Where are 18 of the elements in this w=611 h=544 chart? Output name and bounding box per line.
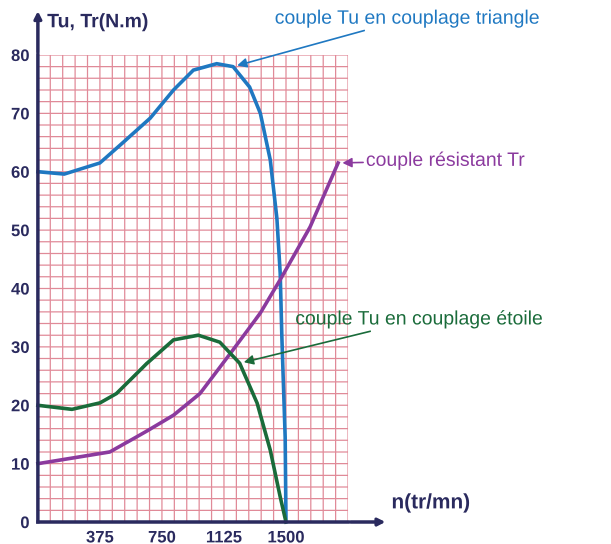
x-axis-title: n(tr/mn) bbox=[392, 493, 470, 513]
x-tick-label: 750 bbox=[148, 530, 176, 543]
y-tick-label: 40 bbox=[11, 282, 29, 295]
y-tick-label: 0 bbox=[20, 516, 29, 528]
y-tick-label: 50 bbox=[12, 224, 29, 236]
y-tick-label: 70 bbox=[12, 108, 29, 120]
text: couple Tu en couplage étoile bbox=[296, 310, 542, 328]
y-tick-label: 30 bbox=[11, 341, 29, 354]
x-tick-label: 1125 bbox=[206, 530, 242, 543]
legend-label: couple résistant Tr bbox=[366, 152, 524, 170]
y-tick-label: 20 bbox=[12, 400, 29, 412]
y-axis-title: Tu, Tr(N.m) bbox=[47, 13, 148, 32]
y-tick-label: 10 bbox=[12, 458, 29, 470]
text: couple Tu en couplage triangle bbox=[276, 10, 539, 28]
x-tick-label: 375 bbox=[86, 530, 114, 543]
y-tick-label: 80 bbox=[12, 49, 29, 62]
x-tick-label: 1500 bbox=[268, 530, 304, 543]
y-tick-label: 60 bbox=[12, 166, 29, 178]
